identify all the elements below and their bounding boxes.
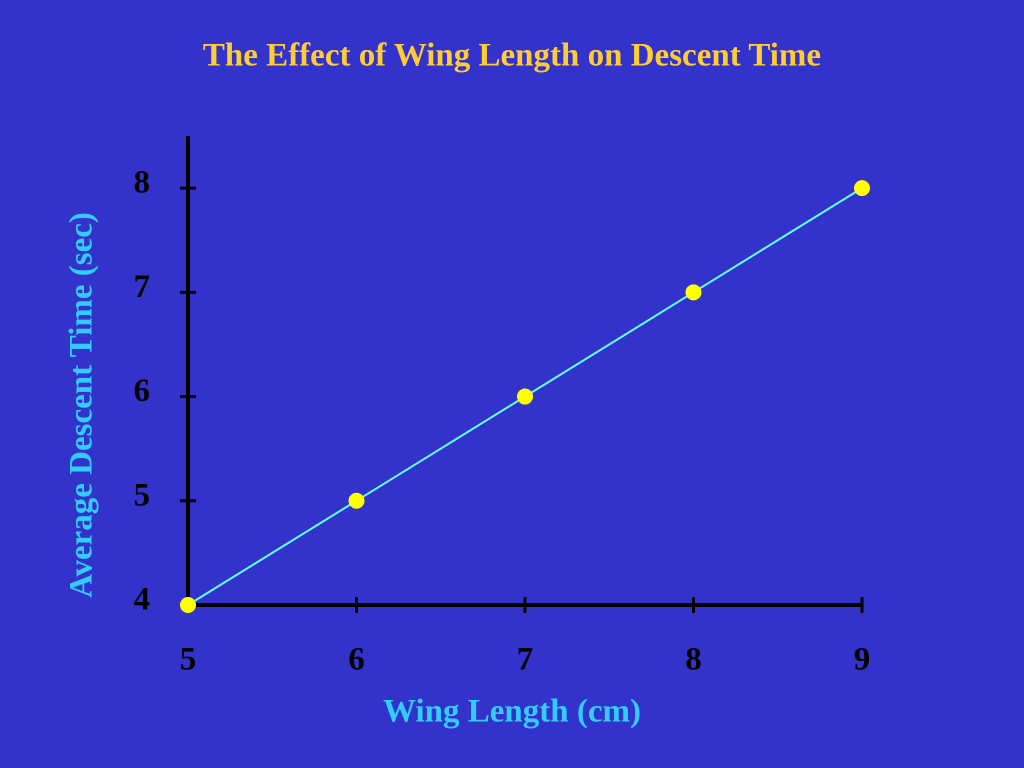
chart-title: The Effect of Wing Length on Descent Tim…: [203, 38, 821, 74]
y-tick-label: 7: [134, 269, 151, 305]
x-tick-label: 5: [180, 642, 197, 678]
x-tick-label: 9: [854, 642, 871, 678]
x-tick-label: 6: [348, 642, 365, 678]
y-tick-label: 6: [134, 373, 151, 409]
x-tick-label: 8: [685, 642, 702, 678]
data-point: [854, 180, 870, 197]
x-tick-label: 7: [517, 642, 534, 678]
y-tick-label: 8: [134, 165, 151, 201]
x-axis-label: Wing Length (cm): [383, 694, 641, 730]
y-tick-label: 5: [134, 477, 151, 513]
y-tick-label: 4: [134, 582, 151, 618]
data-point: [180, 597, 196, 613]
data-point: [517, 388, 533, 405]
y-axis-label: Average Descent Time (sec): [64, 212, 100, 598]
data-point: [348, 492, 365, 509]
data-point: [685, 284, 702, 301]
